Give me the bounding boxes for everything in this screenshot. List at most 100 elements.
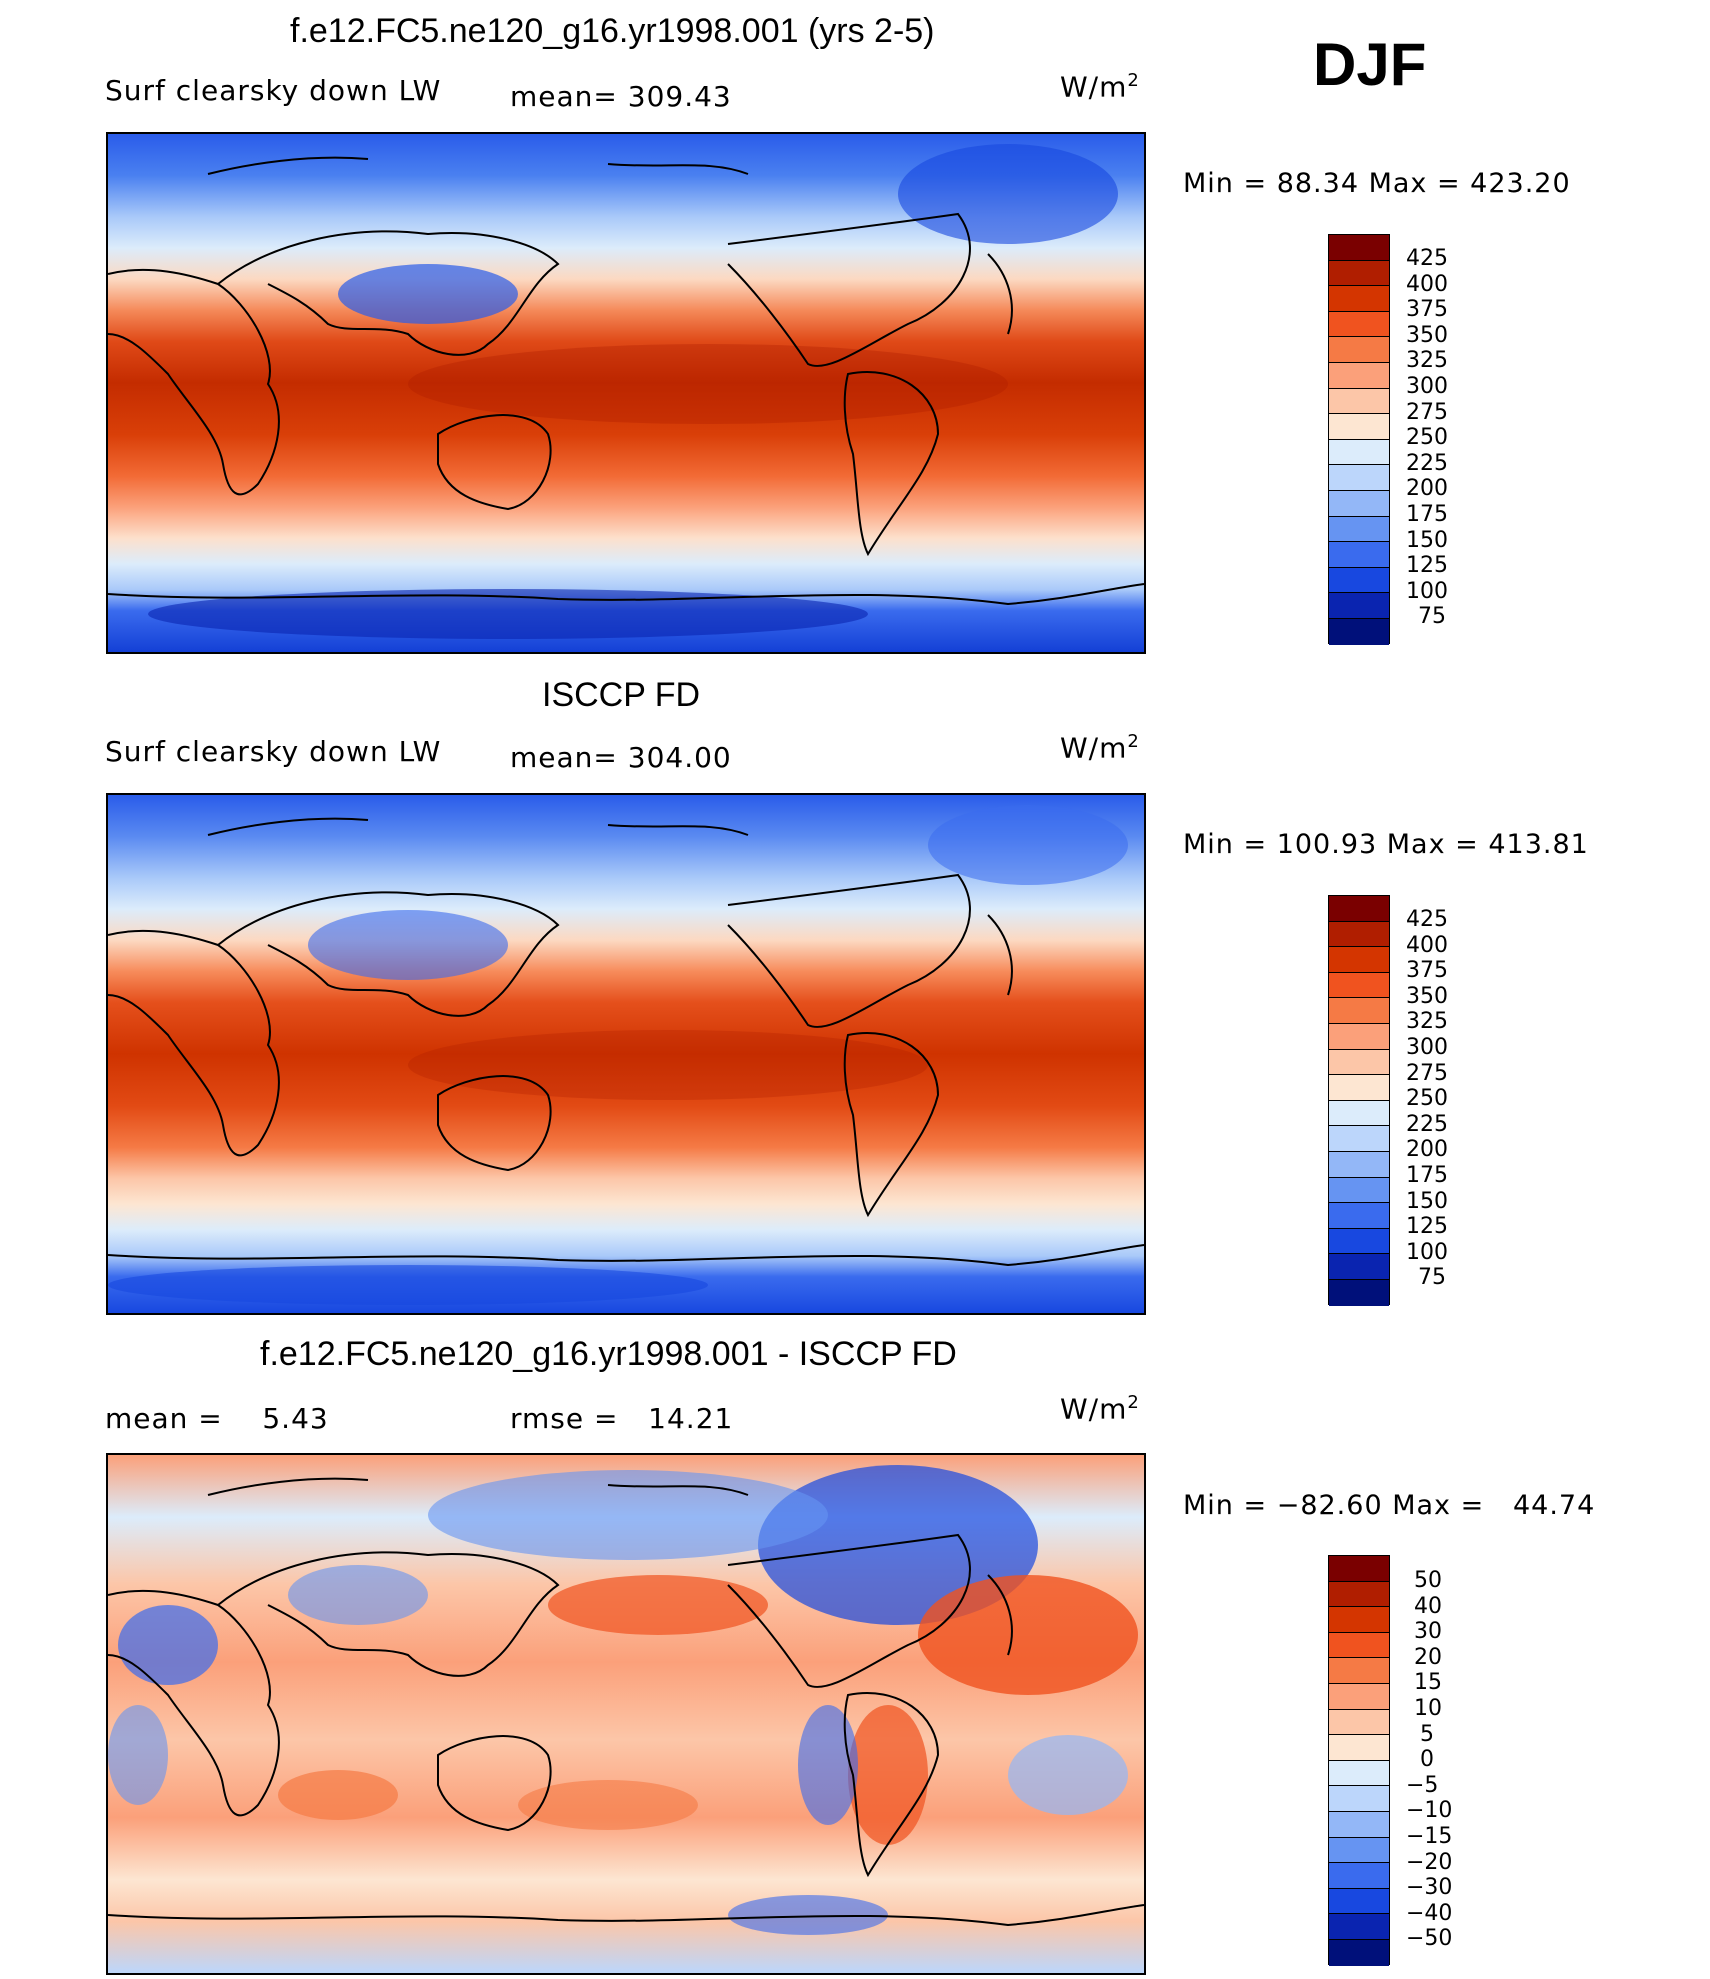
colorbar-label: 400: [1406, 933, 1448, 958]
colorbar-swatch: [1329, 388, 1389, 415]
colorbar-swatch: [1329, 1786, 1389, 1812]
colorbar-swatch: [1329, 1049, 1389, 1076]
panel-1-mean-label: mean= 309.43: [510, 80, 732, 113]
colorbar-label: 75: [1418, 604, 1446, 629]
colorbar-swatch: [1329, 1607, 1389, 1633]
colorbar-label: −15: [1406, 1824, 1453, 1849]
colorbar-label: 375: [1406, 297, 1448, 322]
colorbar-swatch: [1329, 921, 1389, 948]
colorbar-label: 300: [1406, 374, 1448, 399]
colorbar-swatch: [1329, 1939, 1389, 1966]
colorbar-swatch: [1329, 337, 1389, 363]
colorbar-swatch: [1329, 1683, 1389, 1710]
panel-1-minmax: Min = 88.34 Max = 423.20: [1183, 168, 1571, 199]
colorbar-label: 150: [1406, 528, 1448, 553]
colorbar-label: 400: [1406, 272, 1448, 297]
colorbar-label: 200: [1406, 476, 1448, 501]
colorbar-swatch: [1329, 1837, 1389, 1864]
colorbar-swatch: [1329, 1023, 1389, 1050]
season-label: DJF: [1313, 31, 1427, 98]
colorbar-label: 30: [1414, 1619, 1442, 1644]
colorbar-label: 125: [1406, 1214, 1448, 1239]
panel-2-mean-label: mean= 304.00: [510, 741, 732, 774]
panel-3-mean-label: mean = 5.43: [105, 1402, 329, 1435]
colorbar-label: 275: [1406, 400, 1448, 425]
panel-3-title: f.e12.FC5.ne120_g16.yr1998.001 - ISCCP F…: [260, 1335, 957, 1373]
colorbar-swatch: [1329, 1581, 1389, 1608]
colorbar-swatch: [1329, 896, 1389, 922]
colorbar-label: 300: [1406, 1035, 1448, 1060]
colorbar-label: 75: [1418, 1265, 1446, 1290]
colorbar-swatch: [1329, 1888, 1389, 1915]
panel-2-units: W/m2: [1060, 731, 1140, 765]
colorbar-label: 40: [1414, 1594, 1442, 1619]
colorbar-label: 100: [1406, 579, 1448, 604]
colorbar-label: 150: [1406, 1189, 1448, 1214]
panel-1-variable-label: Surf clearsky down LW: [105, 74, 442, 107]
colorbar-label: 20: [1414, 1645, 1442, 1670]
colorbar-label: 225: [1406, 1112, 1448, 1137]
colorbar-label: 375: [1406, 958, 1448, 983]
colorbar-swatch: [1329, 235, 1389, 261]
panel-3-rmse-label: rmse = 14.21: [510, 1402, 734, 1435]
colorbar-swatch: [1329, 465, 1389, 491]
panel-1-units: W/m2: [1060, 70, 1140, 104]
colorbar-swatch: [1329, 286, 1389, 312]
colorbar-label: 250: [1406, 1086, 1448, 1111]
panel-2-minmax: Min = 100.93 Max = 413.81: [1183, 829, 1589, 860]
colorbar-swatch: [1329, 1658, 1389, 1684]
colorbar-label: −40: [1406, 1901, 1453, 1926]
colorbar-swatch: [1329, 1254, 1389, 1280]
colorbar-swatch: [1329, 1811, 1389, 1838]
panel-3-units: W/m2: [1060, 1392, 1140, 1426]
colorbar-swatch: [1329, 1177, 1389, 1204]
panel-3-map: [106, 1453, 1146, 1975]
colorbar-swatch: [1329, 260, 1389, 287]
colorbar-label: −10: [1406, 1798, 1453, 1823]
colorbar-label: 125: [1406, 553, 1448, 578]
colorbar-label: 325: [1406, 1009, 1448, 1034]
panel-1-title: f.e12.FC5.ne120_g16.yr1998.001 (yrs 2-5): [290, 12, 935, 50]
colorbar-swatch: [1329, 567, 1389, 594]
colorbar-label: 175: [1406, 1163, 1448, 1188]
colorbar-swatch: [1329, 1126, 1389, 1152]
panel-3-minmax: Min = −82.60 Max = 44.74: [1183, 1490, 1596, 1521]
colorbar-swatch: [1329, 490, 1389, 517]
colorbar-label: −50: [1406, 1926, 1453, 1951]
colorbar-swatch: [1329, 311, 1389, 338]
colorbar-swatch: [1329, 1709, 1389, 1736]
colorbar-swatch: [1329, 972, 1389, 999]
colorbar-label: 225: [1406, 451, 1448, 476]
colorbar-swatch: [1329, 1203, 1389, 1229]
panel-2-variable-label: Surf clearsky down LW: [105, 735, 442, 768]
panel-2-map: [106, 793, 1146, 1315]
colorbar-swatch: [1329, 1075, 1389, 1101]
panel-2-title: ISCCP FD: [542, 676, 701, 714]
colorbar-label: 275: [1406, 1061, 1448, 1086]
colorbar-label: 50: [1414, 1568, 1442, 1593]
colorbar-label: 425: [1406, 907, 1448, 932]
colorbar-label: −5: [1406, 1773, 1439, 1798]
colorbar-swatch: [1329, 947, 1389, 973]
panel-3-colorbar: [1328, 1555, 1390, 1966]
colorbar-label: 10: [1414, 1696, 1442, 1721]
colorbar-swatch: [1329, 1151, 1389, 1178]
colorbar-label: 350: [1406, 323, 1448, 348]
colorbar-swatch: [1329, 1632, 1389, 1659]
colorbar-swatch: [1329, 1760, 1389, 1787]
colorbar-label: −20: [1406, 1850, 1453, 1875]
colorbar-swatch: [1329, 998, 1389, 1024]
colorbar-swatch: [1329, 1914, 1389, 1940]
colorbar-label: 350: [1406, 984, 1448, 1009]
colorbar-label: 325: [1406, 348, 1448, 373]
colorbar-label: −30: [1406, 1875, 1453, 1900]
colorbar-label: 175: [1406, 502, 1448, 527]
colorbar-swatch: [1329, 414, 1389, 440]
colorbar-label: 15: [1414, 1670, 1442, 1695]
colorbar-swatch: [1329, 1279, 1389, 1306]
colorbar-swatch: [1329, 1100, 1389, 1127]
colorbar-swatch: [1329, 1556, 1389, 1582]
colorbar-swatch: [1329, 542, 1389, 568]
colorbar-swatch: [1329, 362, 1389, 389]
colorbar-swatch: [1329, 1863, 1389, 1889]
